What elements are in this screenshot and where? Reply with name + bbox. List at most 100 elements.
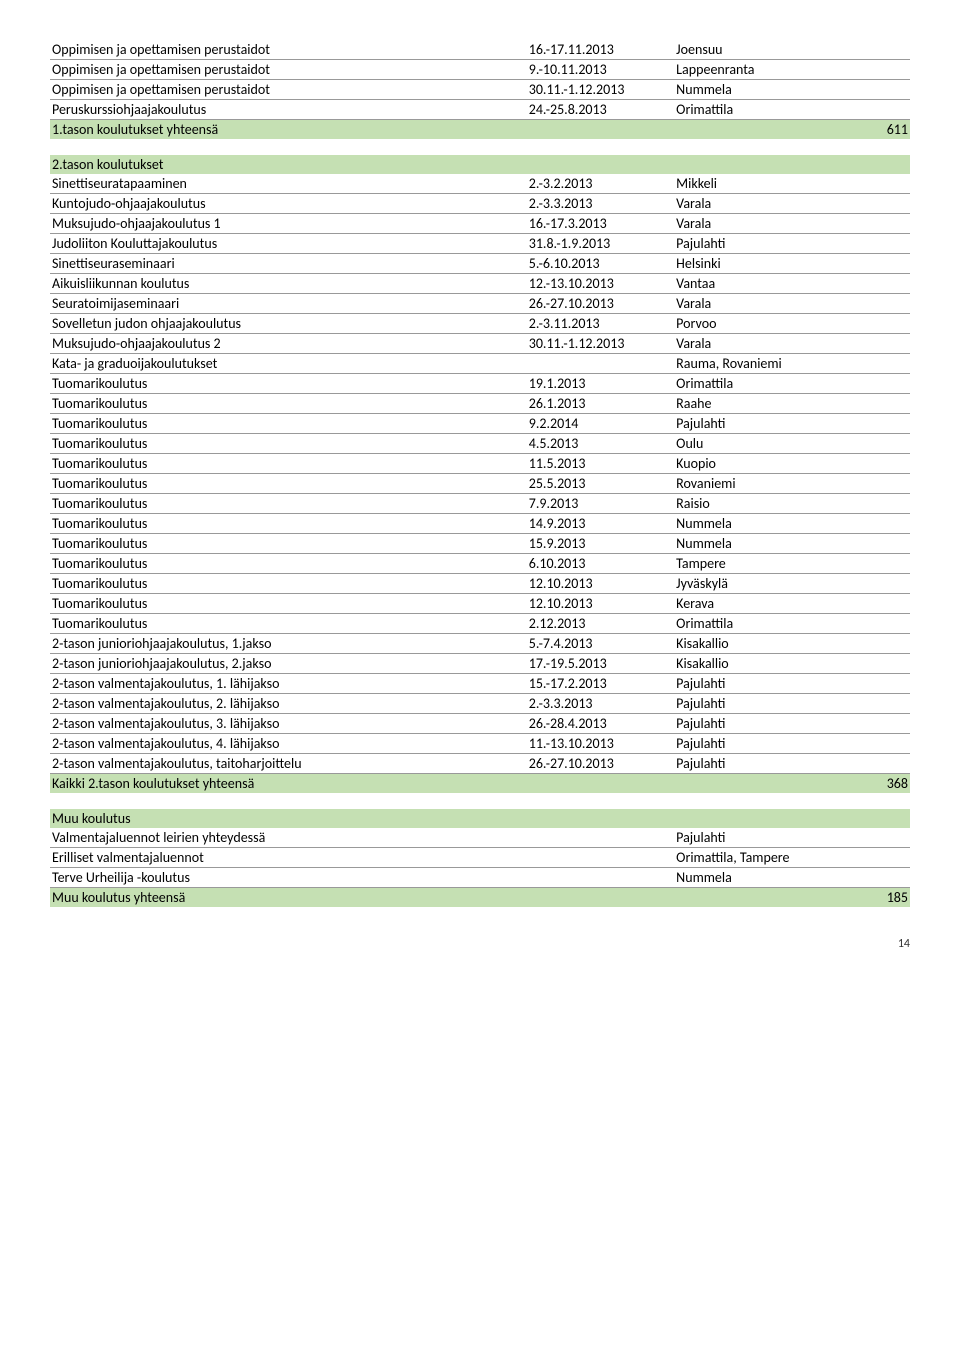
table-cell: Sinettiseuraseminaari — [50, 254, 527, 274]
data-table: Muu koulutusValmentajaluennot leirien yh… — [50, 809, 910, 907]
table-row: 2-tason valmentajakoulutus, 2. lähijakso… — [50, 694, 910, 714]
table-cell: 2-tason valmentajakoulutus, 2. lähijakso — [50, 694, 527, 714]
table-cell — [527, 848, 674, 868]
table-cell — [527, 120, 674, 140]
table-cell: 15.-17.2.2013 — [527, 674, 674, 694]
table-cell: Helsinki — [674, 254, 855, 274]
table-cell: 12.10.2013 — [527, 574, 674, 594]
table-cell: Tuomarikoulutus — [50, 474, 527, 494]
table-row: Kaikki 2.tason koulutukset yhteensä368 — [50, 774, 910, 794]
table-cell — [855, 694, 910, 714]
table-cell: Joensuu — [674, 40, 855, 60]
table-cell: Jyväskylä — [674, 574, 855, 594]
table-cell: Sovelletun judon ohjaajakoulutus — [50, 314, 527, 334]
table-cell: 2.12.2013 — [527, 614, 674, 634]
table-cell — [855, 314, 910, 334]
table-row: Tuomarikoulutus4.5.2013Oulu — [50, 434, 910, 454]
table-row: Kata- ja graduoijakoulutuksetRauma, Rova… — [50, 354, 910, 374]
table-row: Sinettiseuraseminaari5.-6.10.2013Helsink… — [50, 254, 910, 274]
table-cell — [674, 120, 855, 140]
table-cell: 368 — [855, 774, 910, 794]
table-row: Tuomarikoulutus6.10.2013Tampere — [50, 554, 910, 574]
table-cell: Tuomarikoulutus — [50, 454, 527, 474]
table-cell: 6.10.2013 — [527, 554, 674, 574]
table-row: Tuomarikoulutus19.1.2013Orimattila — [50, 374, 910, 394]
table-cell — [855, 614, 910, 634]
table-cell: Muu koulutus yhteensä — [50, 888, 527, 908]
table-cell — [855, 454, 910, 474]
table-cell: 2-tason valmentajakoulutus, taitoharjoit… — [50, 754, 527, 774]
table-cell: Nummela — [674, 80, 855, 100]
table-row: 2-tason junioriohjaajakoulutus, 1.jakso5… — [50, 634, 910, 654]
table-cell: Pajulahti — [674, 234, 855, 254]
table-cell — [855, 574, 910, 594]
table-cell — [855, 674, 910, 694]
table-row: Tuomarikoulutus14.9.2013Nummela — [50, 514, 910, 534]
table-row: Tuomarikoulutus25.5.2013Rovaniemi — [50, 474, 910, 494]
table-cell — [674, 809, 855, 828]
table-cell: 2.-3.3.2013 — [527, 694, 674, 714]
table-cell: Vantaa — [674, 274, 855, 294]
table-cell: Raisio — [674, 494, 855, 514]
table-cell — [855, 809, 910, 828]
table-cell: 31.8.-1.9.2013 — [527, 234, 674, 254]
table-cell: 16.-17.11.2013 — [527, 40, 674, 60]
table-cell: Varala — [674, 334, 855, 354]
table-cell — [674, 155, 855, 174]
table-cell — [855, 514, 910, 534]
table-cell — [527, 828, 674, 848]
table-cell: Muksujudo-ohjaajakoulutus 2 — [50, 334, 527, 354]
table-cell — [855, 294, 910, 314]
table-cell: Rovaniemi — [674, 474, 855, 494]
table-cell: 12.-13.10.2013 — [527, 274, 674, 294]
table-cell: Kuopio — [674, 454, 855, 474]
table-cell — [855, 354, 910, 374]
table-row: Tuomarikoulutus12.10.2013Kerava — [50, 594, 910, 614]
table-row: 2-tason valmentajakoulutus, taitoharjoit… — [50, 754, 910, 774]
table-cell: 5.-7.4.2013 — [527, 634, 674, 654]
table-cell: Kisakallio — [674, 654, 855, 674]
table-cell — [855, 534, 910, 554]
table-cell — [855, 714, 910, 734]
table-cell: 2-tason junioriohjaajakoulutus, 1.jakso — [50, 634, 527, 654]
table-row: Oppimisen ja opettamisen perustaidot9.-1… — [50, 60, 910, 80]
table-cell: Pajulahti — [674, 734, 855, 754]
table-cell: 25.5.2013 — [527, 474, 674, 494]
table-cell: Tuomarikoulutus — [50, 514, 527, 534]
table-cell — [855, 594, 910, 614]
table-cell — [527, 354, 674, 374]
table-cell — [855, 155, 910, 174]
table-cell: 30.11.-1.12.2013 — [527, 80, 674, 100]
table-row: Aikuisliikunnan koulutus12.-13.10.2013Va… — [50, 274, 910, 294]
table-cell — [855, 868, 910, 888]
table-cell: 11.5.2013 — [527, 454, 674, 474]
table-cell: Orimattila, Tampere — [674, 848, 855, 868]
table-cell — [855, 60, 910, 80]
table-cell: 12.10.2013 — [527, 594, 674, 614]
table-cell — [855, 734, 910, 754]
table-row: Erilliset valmentajaluennotOrimattila, T… — [50, 848, 910, 868]
table-cell: 7.9.2013 — [527, 494, 674, 514]
table-row: Tuomarikoulutus15.9.2013Nummela — [50, 534, 910, 554]
table-cell — [527, 774, 674, 794]
table-cell — [855, 374, 910, 394]
table-cell: Judoliiton Kouluttajakoulutus — [50, 234, 527, 254]
table-cell: Varala — [674, 214, 855, 234]
table-row: Muu koulutus — [50, 809, 910, 828]
table-row: Muu koulutus yhteensä185 — [50, 888, 910, 908]
table-cell: 2.tason koulutukset — [50, 155, 527, 174]
table-row: 2.tason koulutukset — [50, 155, 910, 174]
table-cell: Tuomarikoulutus — [50, 494, 527, 514]
table-row: 2-tason valmentajakoulutus, 1. lähijakso… — [50, 674, 910, 694]
table-cell: Sinettiseuratapaaminen — [50, 174, 527, 194]
table-row: Sovelletun judon ohjaajakoulutus2.-3.11.… — [50, 314, 910, 334]
table-cell: 2.-3.2.2013 — [527, 174, 674, 194]
table-cell — [855, 334, 910, 354]
table-cell: Tampere — [674, 554, 855, 574]
table-cell: Tuomarikoulutus — [50, 534, 527, 554]
table-cell — [855, 654, 910, 674]
table-cell: Valmentajaluennot leirien yhteydessä — [50, 828, 527, 848]
table-row: Muksujudo-ohjaajakoulutus 230.11.-1.12.2… — [50, 334, 910, 354]
table-cell — [527, 155, 674, 174]
table-cell — [855, 434, 910, 454]
